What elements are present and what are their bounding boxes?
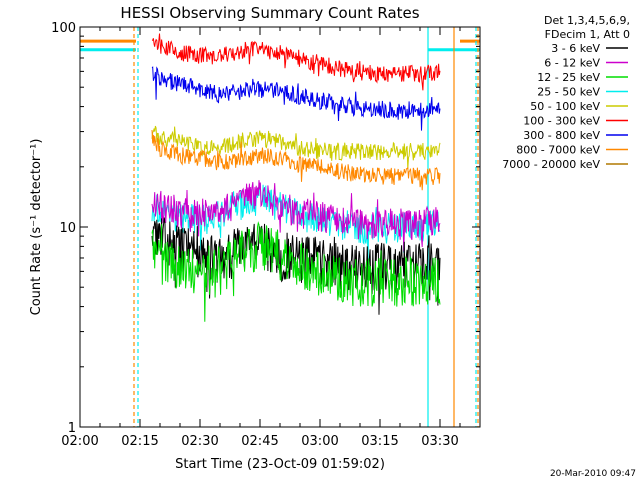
legend-label: 50 - 100 keV — [530, 100, 600, 113]
legend: Det 1,3,4,5,6,9, FDecim 1, Att 0 3 - 6 k… — [502, 14, 630, 171]
y-tick-label: 100 — [51, 21, 76, 36]
legend-label: 100 - 300 keV — [523, 115, 600, 128]
x-axis-label: Start Time (23-Oct-09 01:59:02) — [175, 457, 385, 472]
x-tick-label: 02:30 — [181, 434, 218, 449]
series-group — [151, 33, 441, 322]
legend-label: 300 - 800 keV — [523, 129, 600, 142]
x-tick-label: 02:15 — [121, 434, 158, 449]
legend-header-2: FDecim 1, Att 0 — [545, 28, 630, 41]
series-line — [151, 221, 441, 322]
y-tick-label: 1 — [68, 421, 76, 436]
y-axis: 1 10 100 — [51, 21, 480, 436]
y-tick-label: 10 — [59, 221, 76, 236]
legend-label: 7000 - 20000 keV — [502, 158, 600, 171]
legend-header-1: Det 1,3,4,5,6,9, — [544, 14, 630, 27]
series-line — [151, 33, 441, 91]
x-tick-label: 03:00 — [301, 434, 338, 449]
legend-label: 3 - 6 keV — [551, 42, 600, 55]
legend-label: 800 - 7000 keV — [516, 144, 600, 157]
series-line — [151, 66, 441, 131]
x-axis: 02:00 02:15 02:30 02:45 03:00 03:15 03:30 — [61, 27, 481, 449]
legend-label: 6 - 12 keV — [544, 57, 600, 70]
x-tick-label: 02:00 — [61, 434, 98, 449]
series-line — [151, 129, 441, 191]
series-line — [151, 180, 441, 252]
y-axis-label: Count Rate (s⁻¹ detector⁻¹) — [29, 139, 44, 316]
legend-label: 25 - 50 keV — [537, 86, 600, 99]
chart-title: HESSI Observing Summary Count Rates — [120, 4, 419, 22]
x-tick-label: 03:15 — [361, 434, 398, 449]
series-line — [151, 125, 441, 170]
x-tick-label: 03:30 — [421, 434, 458, 449]
legend-label: 12 - 25 keV — [537, 71, 600, 84]
x-tick-label: 02:45 — [241, 434, 278, 449]
footer-timestamp: 20-Mar-2010 09:47 — [550, 469, 636, 479]
